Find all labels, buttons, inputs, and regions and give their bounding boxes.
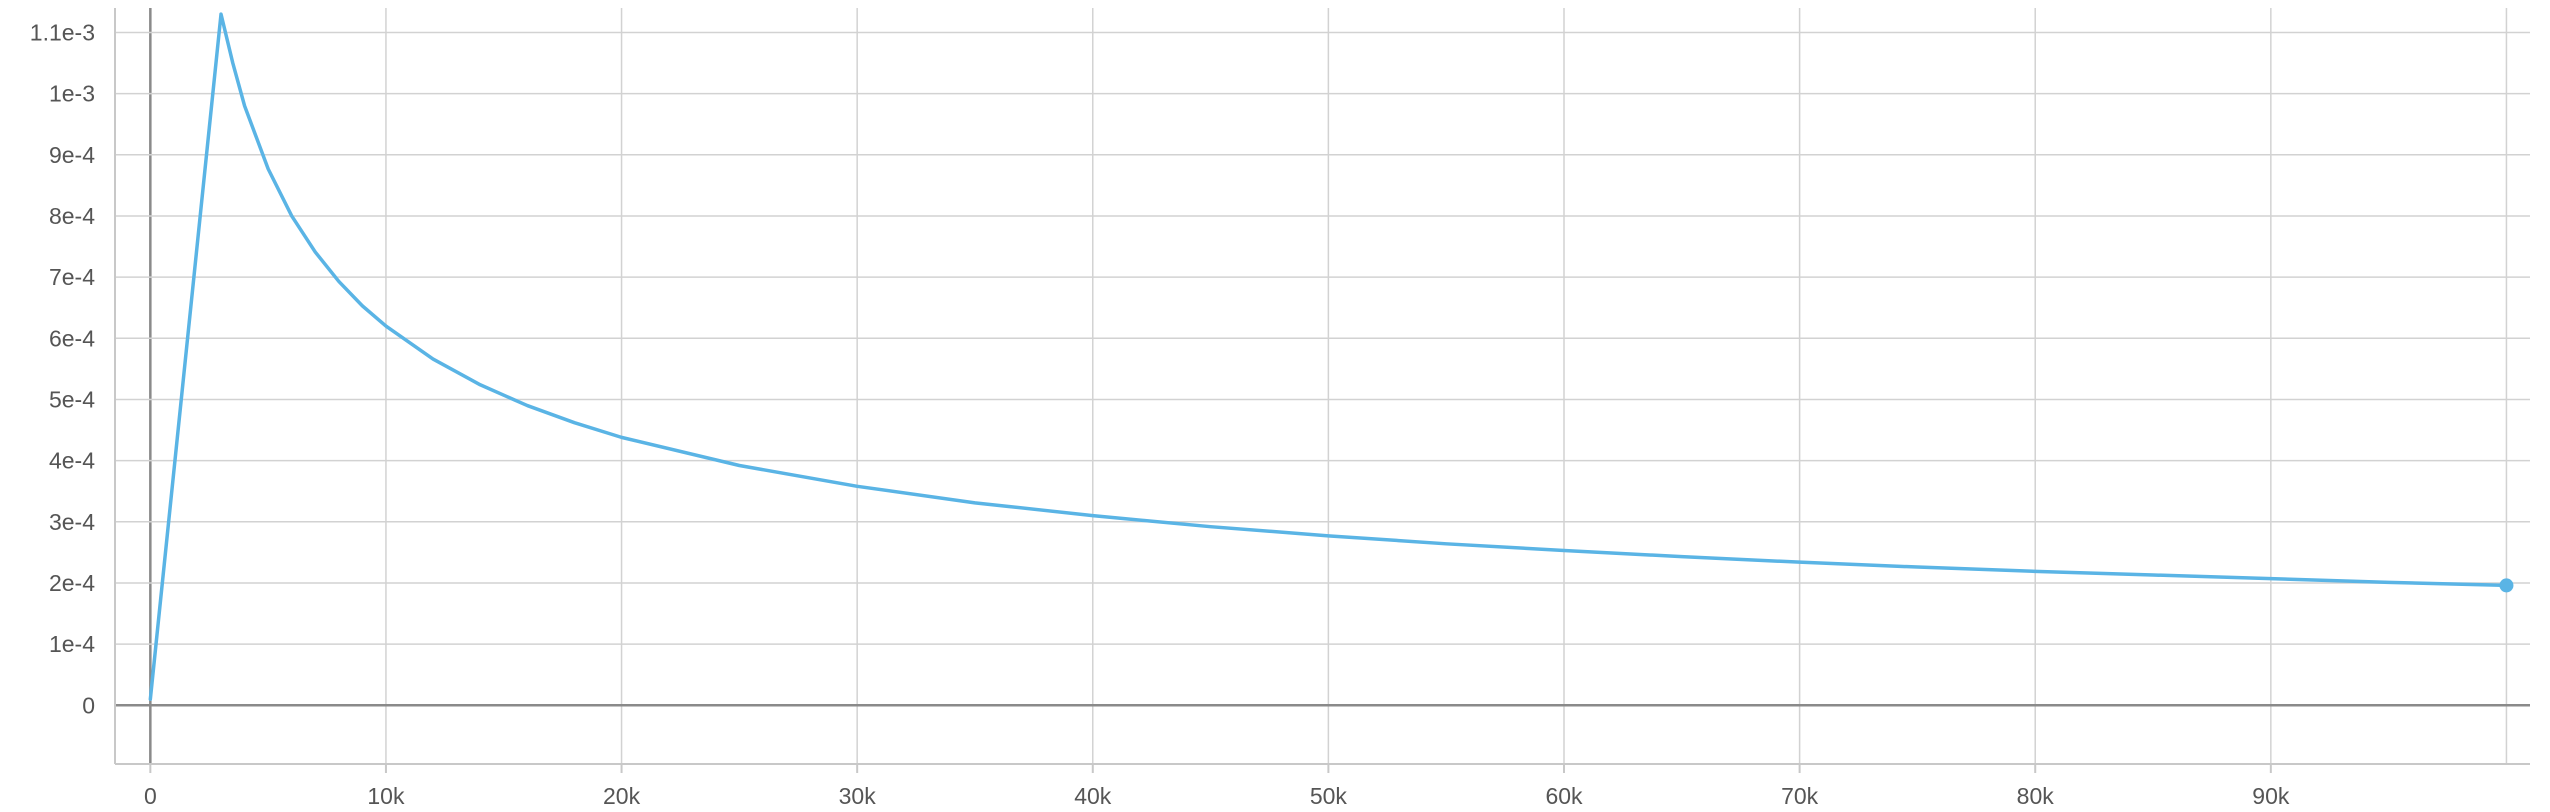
y-tick-label: 5e-4: [49, 386, 95, 412]
x-tick-label: 80k: [2017, 783, 2055, 809]
series-layer: [148, 12, 2514, 701]
x-tick-label: 10k: [367, 783, 405, 809]
axes: [114, 8, 2530, 773]
x-tick-label: 90k: [2252, 783, 2290, 809]
y-tick-label: 7e-4: [49, 264, 95, 290]
x-tick-label: 0: [144, 783, 157, 809]
x-tick-label: 40k: [1074, 783, 1112, 809]
x-tick-label: 30k: [839, 783, 877, 809]
y-tick-labels: 0 1e-4 2e-4 3e-4 4e-4 5e-4 6e-4 7e-4 8e-4 9e-4 1e-…: [30, 19, 95, 718]
y-tick-label: 6e-4: [49, 325, 95, 351]
y-tick-label: 1.1e-3: [30, 19, 95, 45]
x-tick-label: 50k: [1310, 783, 1348, 809]
series-line: [148, 12, 2509, 701]
y-tick-label: 3e-4: [49, 509, 95, 535]
series-end-point: [2499, 578, 2514, 593]
x-tick-label: 60k: [1545, 783, 1583, 809]
x-tick-labels: 0 10k 20k 30k 40k 50k 60k 70k 80k 90k: [144, 783, 2290, 809]
y-tick-label: 2e-4: [49, 570, 95, 596]
x-gridlines: [149, 8, 2508, 764]
y-gridlines: [115, 31, 2530, 707]
x-tick-label: 70k: [1781, 783, 1819, 809]
y-tick-label: 0: [82, 692, 95, 718]
y-tick-label: 1e-4: [49, 631, 95, 657]
y-tick-label: 9e-4: [49, 142, 95, 168]
y-tick-label: 8e-4: [49, 203, 95, 229]
y-tick-label: 1e-3: [49, 81, 95, 107]
y-tick-label: 4e-4: [49, 448, 95, 474]
x-tick-label: 20k: [603, 783, 641, 809]
